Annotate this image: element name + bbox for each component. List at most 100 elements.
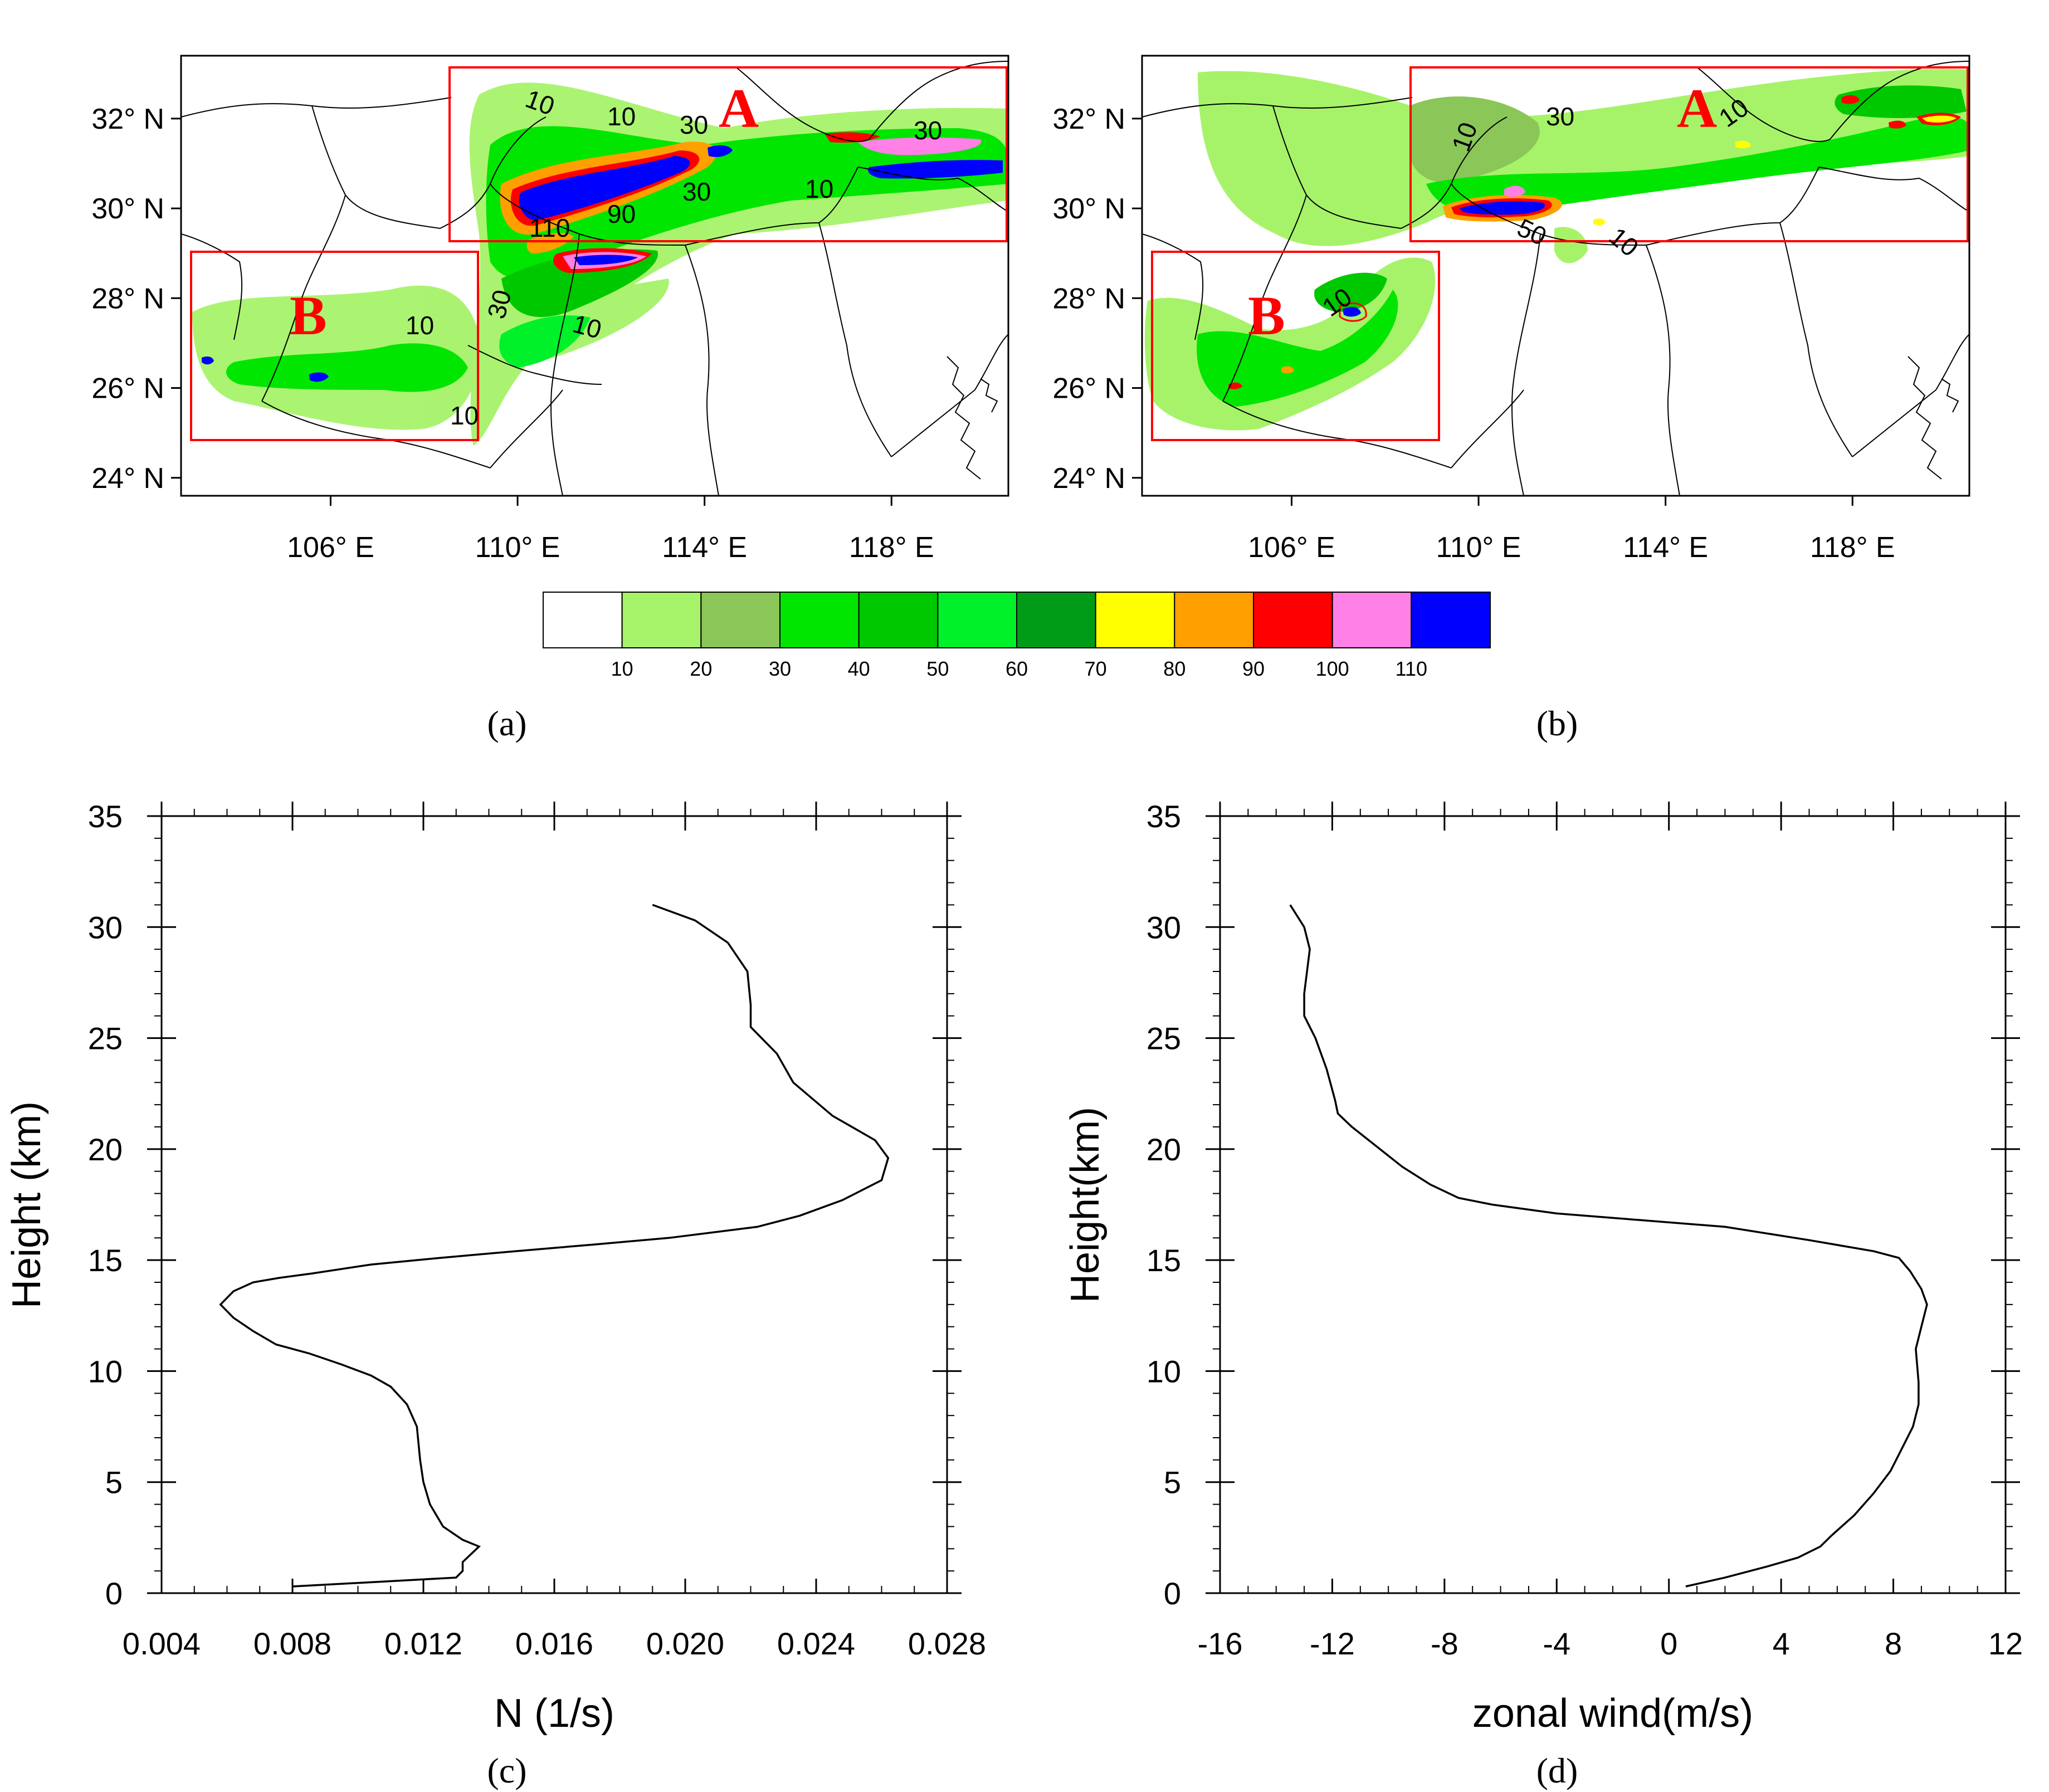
- x-tick-label: 118° E: [849, 531, 934, 564]
- colorbar-swatch: [1174, 592, 1254, 648]
- map-a-field: [192, 82, 1008, 446]
- colorbar-swatch: [1095, 592, 1175, 648]
- colorbar-swatch: [543, 592, 623, 648]
- contour-label: 30: [682, 177, 711, 206]
- colorbar-swatch: [1016, 592, 1096, 648]
- map-a-frame: [180, 55, 1009, 497]
- x-tick-label: 12: [1988, 1626, 2023, 1661]
- y-tick-label: 30: [88, 910, 123, 945]
- x-tick-label: 118° E: [1810, 531, 1895, 564]
- y-tick-label: 15: [1147, 1243, 1181, 1278]
- colorbar-swatch: [858, 592, 939, 648]
- contour-label: 10: [607, 102, 636, 131]
- map-panel-a: A B 10 10 30 30 90 110 30 10 10 30 10 10…: [91, 55, 1009, 743]
- colorbar-swatch: [937, 592, 1018, 648]
- region-label-b-panel-a: B: [290, 285, 327, 346]
- region-label-a-panel-b: A: [1677, 77, 1717, 139]
- y-tick-label: 28° N: [91, 282, 164, 315]
- x-tick-label: 0.016: [515, 1626, 593, 1661]
- map-b-field: [1144, 69, 1969, 431]
- x-tick-label: 114° E: [662, 531, 747, 564]
- contour-label: 30: [680, 110, 708, 139]
- line-panel-c: 0.004 0.008 0.012 0.016 0.020 0.024 0.028 0 5 10 1…: [4, 799, 986, 1790]
- x-tick-label: 8: [1885, 1626, 1902, 1661]
- x-tick-label: -4: [1543, 1626, 1570, 1661]
- contour-label: 30: [914, 116, 942, 145]
- x-tick-label: -12: [1310, 1626, 1355, 1661]
- y-tick-label: 25: [88, 1021, 123, 1056]
- colorbar-swatch: [621, 592, 702, 648]
- precip-a-high: [202, 132, 1003, 382]
- y-tick-label: 30° N: [91, 193, 164, 225]
- region-box-b-in-panel-a: [190, 251, 479, 441]
- y-tick-label: 32° N: [1052, 103, 1125, 135]
- colorbar-tick-label: 110: [1396, 657, 1427, 680]
- colorbar-swatch: [779, 592, 860, 648]
- panel-label-d: (d): [1536, 1751, 1578, 1790]
- y-tick-label: 24° N: [91, 462, 164, 495]
- y-tick-label: 25: [1147, 1021, 1181, 1056]
- y-tick-label: 0: [1164, 1576, 1181, 1611]
- x-tick-label: 106° E: [1248, 531, 1335, 564]
- y-tick-label: 24° N: [1052, 462, 1125, 495]
- y-tick-label: 32° N: [91, 103, 164, 135]
- contour-label: 30: [1546, 102, 1574, 131]
- zonal-wind-profile-line: [1289, 904, 1928, 1588]
- contour-label: 90: [607, 199, 636, 228]
- x-tick-label: 106° E: [287, 531, 374, 564]
- x-axis-label-d: zonal wind(m/s): [1472, 1691, 1753, 1736]
- x-axis-label-c: N (1/s): [494, 1691, 614, 1736]
- y-tick-label: 10: [1147, 1354, 1181, 1389]
- y-axis-label-c: Height (km): [4, 1101, 49, 1308]
- n-profile-line: [219, 904, 890, 1588]
- x-tick-label: 0.004: [123, 1626, 201, 1661]
- colorbar-swatch: [1411, 592, 1491, 648]
- x-tick-label: -8: [1431, 1626, 1458, 1661]
- y-tick-label: 5: [1164, 1465, 1181, 1500]
- colorbar-tick-label: 80: [1163, 657, 1186, 680]
- contour-label: 110: [529, 213, 570, 242]
- y-tick-label: 30° N: [1052, 193, 1125, 225]
- y-tick-label: 15: [88, 1243, 123, 1278]
- x-tick-label: 0.020: [646, 1626, 724, 1661]
- region-label-a-panel-a: A: [719, 77, 759, 139]
- map-b-frame: [1141, 55, 1970, 497]
- panel-label-a: (a): [487, 704, 526, 743]
- x-tick-label: 110° E: [1436, 531, 1521, 564]
- y-tick-label: 10: [88, 1354, 123, 1389]
- colorbar-tick-label: 50: [926, 657, 949, 680]
- colorbar-swatch: [700, 592, 781, 648]
- y-tick-label: 30: [1147, 910, 1181, 945]
- colorbar-tick-label: 20: [690, 657, 712, 680]
- region-label-b-panel-b: B: [1248, 285, 1285, 346]
- map-panel-b: A B 30 10 10 50 10 10 106° E 110° E 114° E…: [1052, 55, 1970, 743]
- colorbar-tick-label: 40: [848, 657, 870, 680]
- x-tick-label: 0.008: [253, 1626, 331, 1661]
- precip-b-high: [1228, 95, 1961, 389]
- colorbar-swatch: [1253, 592, 1333, 648]
- map-b-axes: 106° E 110° E 114° E 118° E 32° N 30° N 28° N 2…: [1052, 103, 1895, 564]
- x-tick-label: -16: [1198, 1626, 1243, 1661]
- panel-label-c: (c): [487, 1751, 526, 1790]
- map-b-borders: [1142, 61, 1969, 496]
- x-tick-label: 110° E: [475, 531, 560, 564]
- x-tick-label: 0.012: [384, 1626, 462, 1661]
- y-tick-label: 20: [88, 1132, 123, 1167]
- y-axis-label-d: Height(km): [1063, 1107, 1108, 1303]
- colorbar-tick-label: 100: [1316, 657, 1349, 680]
- y-tick-label: 35: [88, 799, 123, 834]
- precip-b-mid: [1197, 85, 1969, 407]
- region-box-a-in-panel-b: [1409, 66, 1969, 242]
- y-tick-label: 20: [1147, 1132, 1181, 1167]
- colorbar-tick-label: 60: [1006, 657, 1028, 680]
- contour-label: 10: [450, 401, 479, 430]
- colorbar: 10 20 30 40 50 60 70 80 90 100 110: [543, 592, 1491, 680]
- panel-label-b: (b): [1536, 704, 1578, 743]
- y-tick-label: 28° N: [1052, 282, 1125, 315]
- contour-label: 10: [406, 311, 434, 340]
- line-panel-d: -16 -12 -8 -4 0 4 8 12 0 5 10 15 20 25 30 35 zonal wind…: [1063, 799, 2023, 1790]
- map-a-axes: 106° E 110° E 114° E 118° E 32° N 30° N 28° N 2…: [91, 103, 934, 564]
- plot-d-frame: [1219, 815, 2007, 1594]
- x-tick-label: 114° E: [1623, 531, 1708, 564]
